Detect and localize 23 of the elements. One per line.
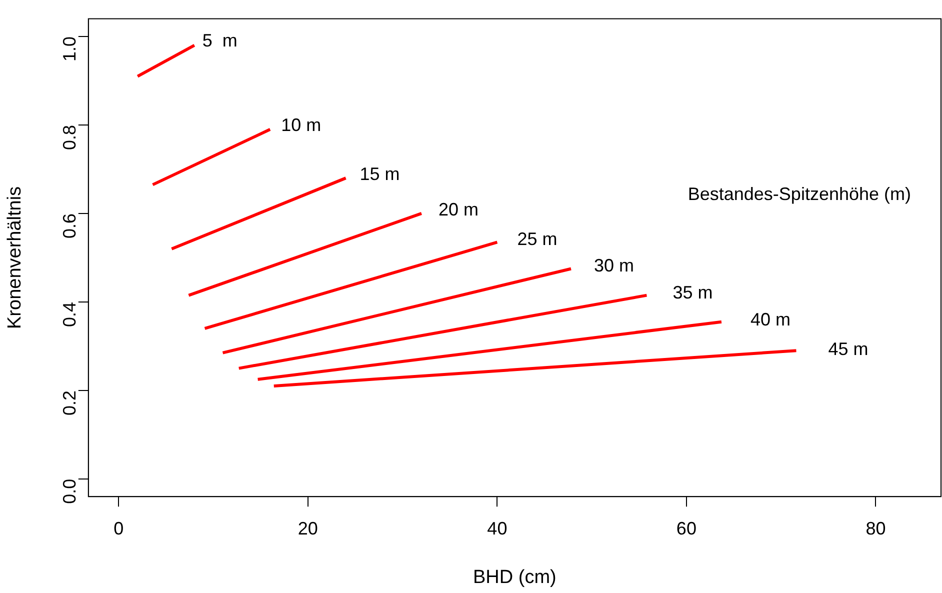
series-label: 40 m: [750, 310, 790, 330]
x-tick-label: 40: [487, 518, 508, 538]
series-label: 30 m: [594, 256, 634, 276]
series-label: 45 m: [828, 338, 868, 359]
series-label: 35 m: [672, 282, 713, 303]
y-tick-label: 0.6: [59, 213, 80, 238]
series-label: 25 m: [517, 228, 558, 249]
y-tick-label: 1.0: [59, 36, 80, 62]
x-tick-label: 80: [866, 518, 886, 538]
y-tick-label: 0.4: [59, 302, 80, 327]
series-label: 20 m: [438, 200, 479, 220]
series-label: 10 m: [281, 114, 322, 135]
y-axis-title: Kronenverhältnis: [4, 186, 26, 329]
y-tick-label: 0.8: [59, 124, 80, 150]
annotation: Bestandes-Spitzenhöhe (m): [688, 184, 911, 204]
x-tick-label: 0: [114, 518, 124, 538]
x-tick-label: 20: [298, 518, 318, 538]
y-tick-label: 0.0: [59, 478, 80, 504]
series-label: 15 m: [360, 164, 400, 184]
y-tick-label: 0.2: [59, 390, 80, 416]
series-label: 5 m: [202, 30, 238, 50]
x-tick-label: 60: [676, 518, 696, 538]
x-axis-title: BHD (cm): [473, 566, 556, 588]
